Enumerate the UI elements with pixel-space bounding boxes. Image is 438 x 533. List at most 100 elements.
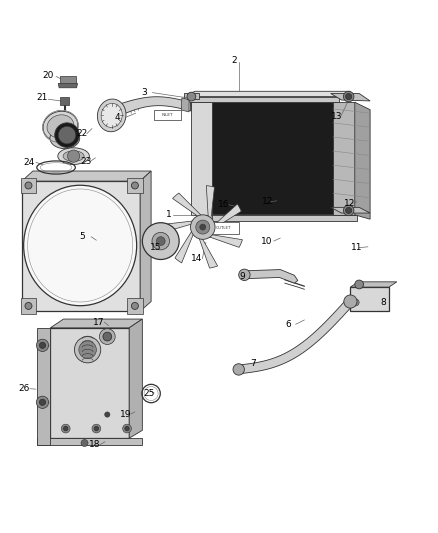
Ellipse shape bbox=[63, 151, 84, 161]
Circle shape bbox=[94, 426, 99, 431]
Polygon shape bbox=[140, 171, 151, 311]
Text: 14: 14 bbox=[191, 254, 203, 263]
Circle shape bbox=[344, 295, 357, 308]
Text: 18: 18 bbox=[89, 440, 100, 449]
Text: 7: 7 bbox=[250, 359, 256, 368]
Polygon shape bbox=[21, 177, 36, 193]
Polygon shape bbox=[60, 96, 69, 106]
Circle shape bbox=[187, 92, 196, 101]
Circle shape bbox=[346, 93, 352, 100]
Text: 26: 26 bbox=[19, 384, 30, 393]
Ellipse shape bbox=[50, 128, 80, 149]
Circle shape bbox=[196, 220, 210, 234]
Circle shape bbox=[131, 302, 138, 310]
Polygon shape bbox=[214, 204, 241, 229]
Polygon shape bbox=[191, 102, 212, 215]
Polygon shape bbox=[161, 221, 194, 233]
Polygon shape bbox=[60, 76, 76, 84]
Polygon shape bbox=[22, 171, 151, 181]
Circle shape bbox=[64, 426, 68, 431]
Circle shape bbox=[156, 237, 165, 246]
Circle shape bbox=[81, 440, 88, 447]
Text: 19: 19 bbox=[120, 409, 131, 418]
Ellipse shape bbox=[58, 148, 89, 165]
Circle shape bbox=[131, 182, 138, 189]
Ellipse shape bbox=[24, 185, 137, 306]
Circle shape bbox=[346, 207, 352, 214]
Circle shape bbox=[105, 412, 110, 417]
Circle shape bbox=[99, 329, 115, 344]
Text: 5: 5 bbox=[79, 232, 85, 241]
Circle shape bbox=[233, 364, 244, 375]
Circle shape bbox=[239, 269, 250, 280]
Text: 15: 15 bbox=[150, 243, 161, 252]
Polygon shape bbox=[184, 96, 339, 102]
Circle shape bbox=[201, 223, 210, 232]
Circle shape bbox=[58, 126, 76, 144]
Text: 25: 25 bbox=[144, 389, 155, 398]
Polygon shape bbox=[50, 328, 129, 438]
Circle shape bbox=[343, 91, 354, 102]
Circle shape bbox=[39, 399, 46, 405]
Polygon shape bbox=[355, 102, 370, 219]
Ellipse shape bbox=[97, 99, 126, 132]
Polygon shape bbox=[350, 287, 389, 311]
Polygon shape bbox=[181, 98, 189, 112]
Circle shape bbox=[74, 336, 101, 363]
Polygon shape bbox=[191, 102, 355, 215]
Text: 13: 13 bbox=[331, 112, 342, 121]
Circle shape bbox=[191, 215, 215, 239]
Polygon shape bbox=[331, 93, 370, 101]
Text: OUTLET: OUTLET bbox=[215, 226, 231, 230]
Text: 21: 21 bbox=[36, 93, 48, 102]
Ellipse shape bbox=[43, 111, 78, 141]
Polygon shape bbox=[208, 235, 243, 247]
Polygon shape bbox=[22, 181, 140, 311]
Circle shape bbox=[142, 223, 179, 260]
Circle shape bbox=[39, 342, 46, 349]
Circle shape bbox=[36, 396, 49, 408]
Polygon shape bbox=[206, 185, 215, 220]
Text: 8: 8 bbox=[380, 298, 386, 307]
Polygon shape bbox=[184, 91, 350, 96]
Text: 20: 20 bbox=[42, 71, 54, 80]
Text: 12: 12 bbox=[344, 199, 355, 208]
Polygon shape bbox=[173, 193, 202, 217]
Circle shape bbox=[355, 280, 364, 289]
Polygon shape bbox=[50, 319, 142, 328]
Circle shape bbox=[36, 339, 49, 351]
Circle shape bbox=[343, 205, 354, 216]
Text: 16: 16 bbox=[218, 200, 229, 209]
Text: 2: 2 bbox=[232, 56, 237, 65]
Circle shape bbox=[25, 182, 32, 189]
Polygon shape bbox=[238, 298, 353, 374]
Polygon shape bbox=[331, 207, 370, 213]
Circle shape bbox=[79, 341, 96, 359]
Text: 22: 22 bbox=[77, 130, 88, 138]
Text: 10: 10 bbox=[261, 237, 272, 246]
Polygon shape bbox=[333, 102, 355, 215]
Circle shape bbox=[125, 426, 129, 431]
Text: 1: 1 bbox=[166, 211, 172, 219]
Circle shape bbox=[61, 424, 70, 433]
Circle shape bbox=[352, 299, 359, 306]
Circle shape bbox=[55, 123, 79, 147]
Polygon shape bbox=[199, 237, 218, 268]
Circle shape bbox=[67, 150, 80, 162]
Polygon shape bbox=[127, 177, 143, 193]
Polygon shape bbox=[212, 215, 357, 221]
Circle shape bbox=[92, 424, 101, 433]
Circle shape bbox=[200, 224, 206, 230]
Ellipse shape bbox=[101, 103, 122, 127]
Text: 17: 17 bbox=[93, 318, 105, 327]
Ellipse shape bbox=[47, 115, 74, 138]
Polygon shape bbox=[37, 438, 142, 445]
Text: INLET: INLET bbox=[162, 113, 173, 117]
Polygon shape bbox=[184, 93, 199, 99]
Polygon shape bbox=[350, 282, 397, 287]
Text: 23: 23 bbox=[80, 157, 92, 166]
Polygon shape bbox=[58, 84, 78, 88]
Text: 11: 11 bbox=[351, 243, 363, 252]
Text: 3: 3 bbox=[141, 87, 148, 96]
Text: 12: 12 bbox=[261, 197, 273, 206]
